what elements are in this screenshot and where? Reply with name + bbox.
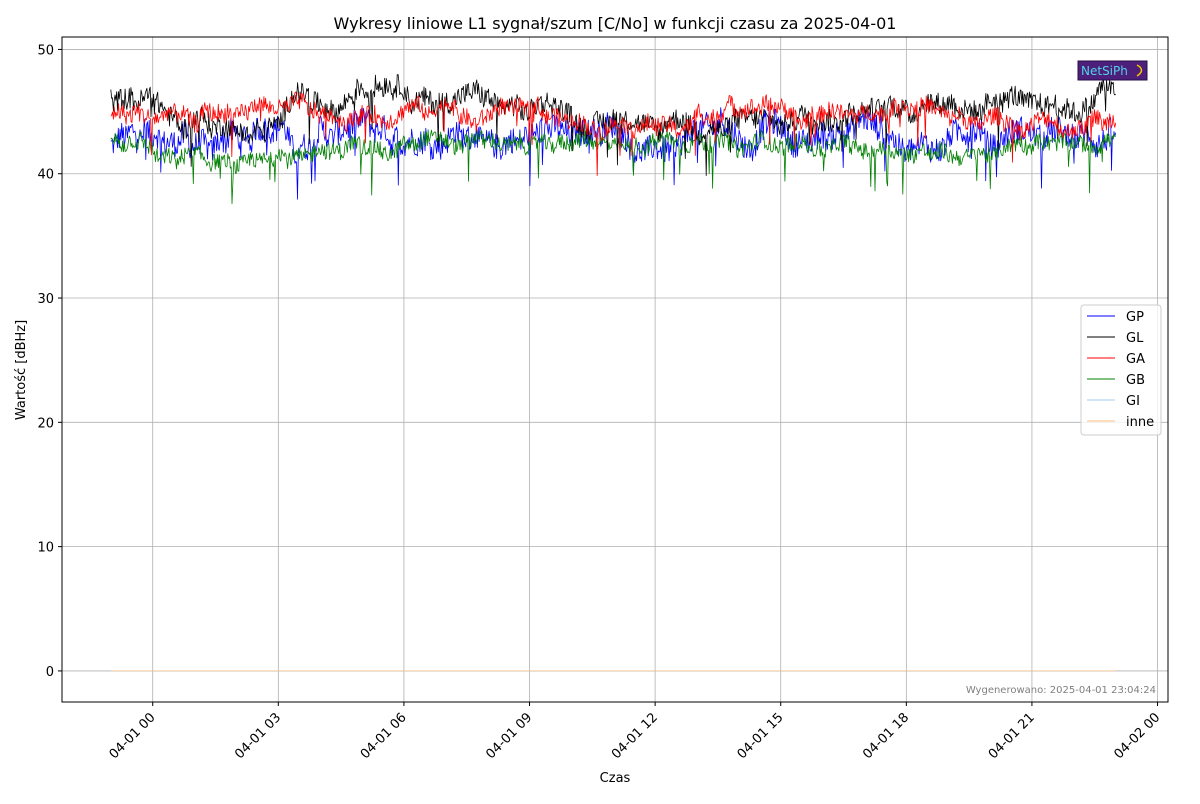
- y-ticks: 0 10 20 30 40 50: [37, 43, 62, 680]
- y-tick-label: 0: [46, 665, 54, 680]
- x-axis-label: Czas: [600, 771, 631, 786]
- y-tick-label: 30: [37, 292, 54, 307]
- legend-label-gl: GL: [1126, 331, 1144, 346]
- logo-box: [1077, 60, 1148, 81]
- legend-label-inne: inne: [1126, 415, 1154, 430]
- legend-label-gi: GI: [1126, 394, 1140, 409]
- logo-text: NetSiPh: [1081, 64, 1128, 78]
- y-tick-label: 20: [37, 416, 54, 431]
- chart-title: Wykresy liniowe L1 sygnał/szum [C/No] w …: [334, 14, 897, 33]
- y-tick-label: 10: [37, 541, 54, 556]
- logo: NetSiPh: [1077, 60, 1148, 81]
- y-tick-label: 40: [37, 168, 54, 183]
- legend-label-gb: GB: [1126, 373, 1145, 388]
- series-lines: [110, 74, 1117, 672]
- y-tick-label: 50: [37, 43, 54, 58]
- legend-label-ga: GA: [1126, 352, 1145, 367]
- series-line-gb: [110, 129, 1116, 205]
- legend-label-gp: GP: [1126, 310, 1144, 325]
- generated-timestamp: Wygenerowano: 2025-04-01 23:04:24: [966, 685, 1156, 696]
- y-axis-label: Wartość [dBHz]: [14, 320, 29, 420]
- legend: GP GL GA GB GI inne: [1080, 304, 1162, 436]
- logo-swoosh-icon: [1136, 64, 1143, 77]
- series-line-ga: [110, 91, 1117, 177]
- plot-frame: [61, 36, 1169, 703]
